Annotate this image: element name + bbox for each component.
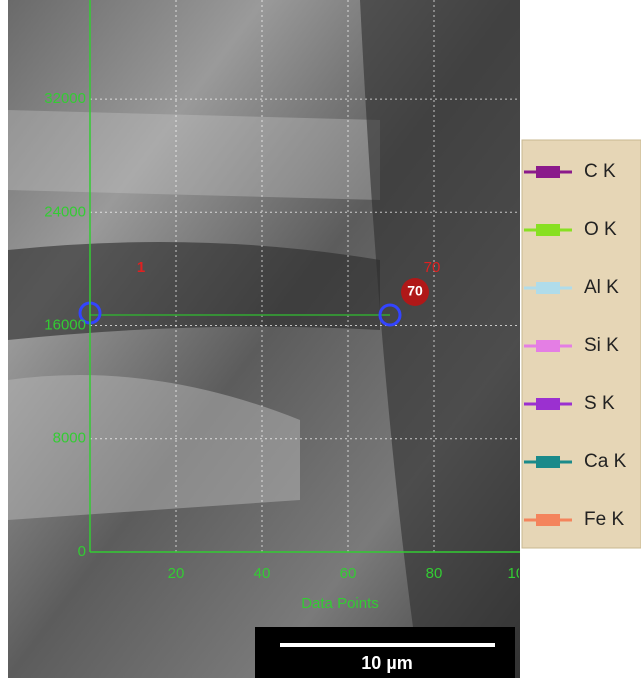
scale-bar-label: 10 µm <box>361 653 412 673</box>
legend-label: Al K <box>584 277 619 298</box>
page: {"chart_data": {"type": "line", "x_label… <box>0 0 641 678</box>
legend-swatch <box>536 398 560 410</box>
legend-label: Si K <box>584 335 619 356</box>
annotation: 1 <box>137 259 145 276</box>
y-tick-label: 0 <box>78 543 86 560</box>
legend-label: Ca K <box>584 451 627 472</box>
legend-swatch <box>536 456 560 468</box>
y-tick-label: 16000 <box>44 317 86 334</box>
y-tick-label: 8000 <box>53 430 86 447</box>
annotation: 70 <box>407 283 423 299</box>
y-tick-label: 24000 <box>44 203 86 220</box>
legend-swatch <box>536 224 560 236</box>
x-tick-label: 80 <box>426 565 443 582</box>
legend-swatch <box>536 514 560 526</box>
x-tick-label: 40 <box>254 565 271 582</box>
legend-swatch <box>536 340 560 352</box>
x-tick-label: 60 <box>340 565 357 582</box>
legend-swatch <box>536 166 560 178</box>
chart: 20406080100 C KO KAl KSi KS KCa KFe K 10… <box>0 0 641 678</box>
legend-label: O K <box>584 219 617 240</box>
legend-label: S K <box>584 393 615 414</box>
y-tick-label: 32000 <box>44 90 86 107</box>
legend-label: Fe K <box>584 509 624 530</box>
legend-label: C K <box>584 161 616 182</box>
annotation: 70 <box>424 259 441 276</box>
x-tick-label: 20 <box>168 565 185 582</box>
legend-swatch <box>536 282 560 294</box>
x-axis-label: Data Points <box>301 595 379 612</box>
